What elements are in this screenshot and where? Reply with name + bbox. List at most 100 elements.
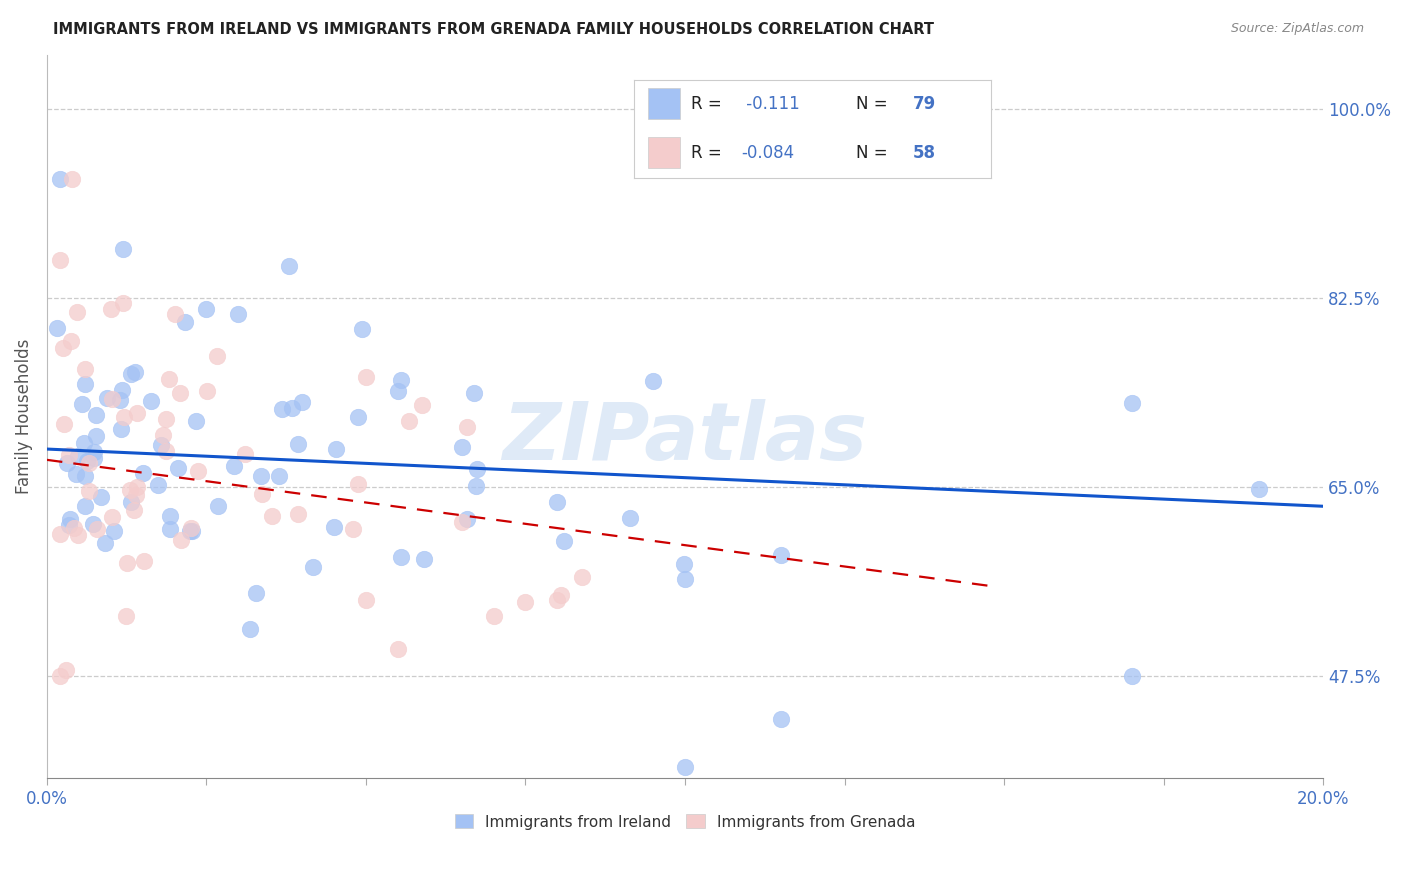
Point (132, 466, 155, 480)
Point (323, 520, 346, 534)
Legend: Immigrants from Ireland, Immigrants from Grenada: Immigrants from Ireland, Immigrants from… (449, 808, 921, 836)
Point (124, 365, 146, 379)
Point (207, 499, 229, 513)
Point (170, 533, 193, 548)
Point (1249, 483, 1271, 497)
Point (49, 526, 72, 541)
Point (553, 533, 575, 548)
Point (62, 520, 84, 534)
Point (125, 488, 148, 502)
Point (62, 172, 84, 186)
Point (205, 350, 228, 364)
Point (53, 417, 76, 431)
Point (173, 315, 195, 329)
Point (112, 296, 135, 310)
Point (100, 301, 122, 316)
Point (149, 437, 172, 451)
Point (413, 551, 436, 566)
Point (673, 572, 696, 586)
Point (179, 524, 201, 538)
Point (127, 480, 149, 494)
Point (184, 414, 207, 428)
Point (152, 428, 174, 442)
Point (48, 172, 70, 186)
Point (112, 410, 135, 425)
Text: IMMIGRANTS FROM IRELAND VS IMMIGRANTS FROM GRENADA FAMILY HOUSEHOLDS CORRELATION: IMMIGRANTS FROM IRELAND VS IMMIGRANTS FR… (53, 22, 935, 37)
Point (70, 397, 93, 411)
Point (398, 414, 420, 428)
Point (155, 444, 177, 458)
Point (118, 483, 141, 497)
Point (546, 495, 568, 509)
Point (187, 464, 209, 478)
Point (115, 609, 138, 624)
Point (59, 512, 82, 526)
Point (571, 570, 593, 584)
Point (267, 468, 290, 483)
Point (389, 550, 412, 565)
Point (72, 436, 94, 450)
Point (619, 511, 641, 525)
Point (120, 495, 142, 509)
Point (83, 445, 105, 459)
Y-axis label: Family Households: Family Households (15, 339, 32, 494)
Point (66, 305, 89, 319)
Point (260, 508, 283, 523)
Point (195, 384, 218, 398)
Point (45, 320, 67, 334)
Point (222, 459, 245, 474)
Point (75, 469, 97, 483)
Point (155, 411, 177, 425)
Point (287, 437, 309, 451)
Point (180, 521, 202, 535)
Text: Source: ZipAtlas.com: Source: ZipAtlas.com (1230, 22, 1364, 36)
Point (673, 760, 696, 774)
Point (354, 593, 377, 607)
Point (239, 622, 262, 636)
Point (1121, 395, 1143, 409)
Point (287, 507, 309, 521)
Point (101, 509, 124, 524)
Point (79, 456, 101, 470)
Point (180, 524, 202, 539)
Point (169, 386, 191, 401)
Point (66, 449, 89, 463)
Point (82, 517, 104, 532)
Point (111, 383, 134, 397)
Point (389, 373, 412, 387)
Point (58, 448, 80, 462)
Point (84, 429, 107, 443)
Point (249, 468, 271, 483)
Point (291, 394, 314, 409)
Point (769, 548, 792, 562)
Point (96, 391, 118, 405)
Point (157, 372, 180, 386)
Point (52, 341, 75, 355)
Point (94, 536, 117, 550)
Point (515, 595, 537, 609)
Point (235, 447, 257, 461)
Text: ZIPatlas: ZIPatlas (502, 400, 868, 477)
Point (125, 406, 148, 420)
Point (120, 367, 142, 381)
Point (134, 554, 156, 568)
Point (66, 527, 89, 541)
Point (325, 442, 347, 457)
Point (228, 307, 250, 321)
Point (76, 453, 98, 467)
Point (65, 467, 87, 482)
Point (546, 593, 568, 607)
Point (73, 376, 96, 391)
Point (195, 301, 218, 316)
Point (456, 420, 478, 434)
Point (352, 322, 374, 336)
Point (115, 557, 138, 571)
Point (450, 441, 472, 455)
Point (342, 522, 364, 536)
Point (60, 334, 83, 348)
Point (112, 243, 135, 257)
Point (55, 663, 77, 677)
Point (75, 362, 97, 376)
Point (278, 259, 301, 273)
Point (550, 588, 572, 602)
